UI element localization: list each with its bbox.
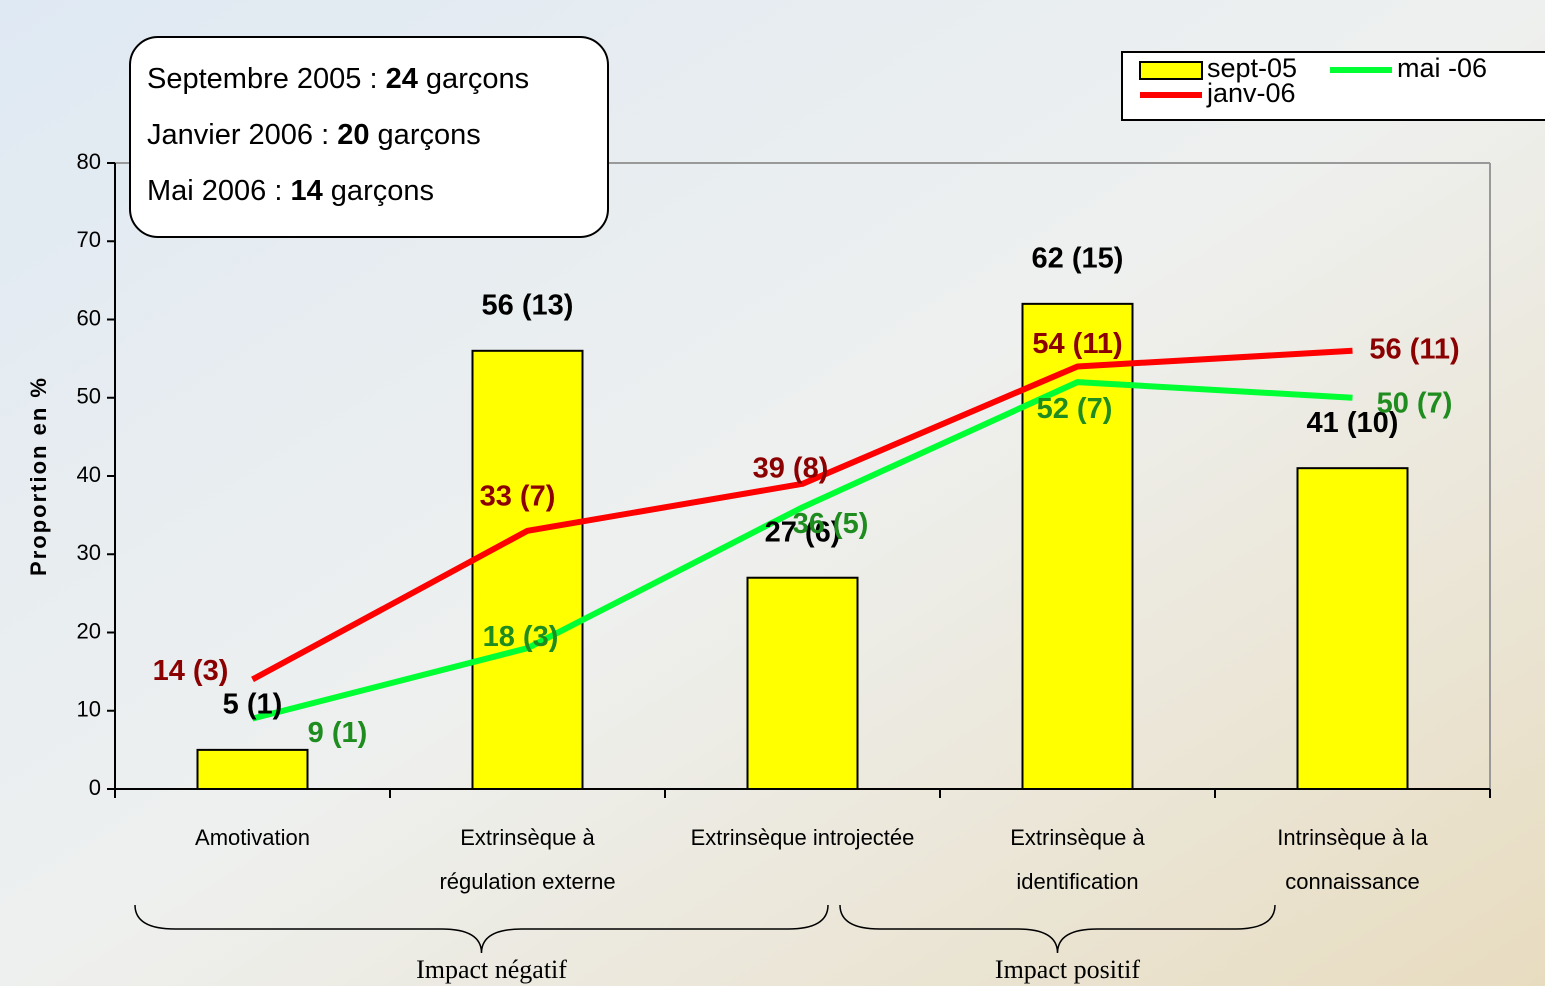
info-part: garçons	[418, 63, 529, 95]
info-part: Septembre 2005 :	[147, 63, 386, 95]
info-box	[129, 36, 609, 238]
data-label: 54 (11)	[1032, 328, 1122, 360]
y-tick-label: 20	[77, 618, 101, 643]
info-part: Janvier 2006 :	[147, 119, 337, 151]
data-label: 62 (15)	[1032, 243, 1124, 275]
group-brace	[839, 904, 1276, 954]
info-part: Mai 2006 :	[147, 175, 290, 207]
line	[251, 347, 1353, 683]
info-part: 20	[337, 119, 369, 151]
data-label: 33 (7)	[480, 480, 556, 512]
y-tick-label: 50	[77, 384, 101, 409]
x-tick-label: Amotivation	[195, 825, 310, 850]
data-label: 39 (8)	[753, 452, 829, 484]
data-label: 36 (5)	[793, 508, 869, 540]
legend-label: sept-05	[1207, 53, 1297, 83]
x-tick-label: Extrinsèque à régulation externe	[439, 825, 615, 894]
group-brace	[134, 904, 829, 954]
y-tick-label: 0	[89, 775, 101, 800]
bar	[196, 748, 309, 790]
x-tick-label: Extrinsèque introjectée	[691, 825, 915, 850]
group-label: Impact positif	[995, 955, 1140, 984]
bar	[746, 576, 859, 790]
bar	[1021, 302, 1134, 790]
legend-label: janv-06	[1206, 78, 1296, 108]
data-label: 18 (3)	[483, 621, 559, 653]
y-tick-label: 80	[77, 149, 101, 174]
legend-swatch	[1139, 61, 1203, 80]
y-tick-label: 40	[77, 462, 101, 487]
info-text: Septembre 2005 : 24 garçons	[147, 63, 529, 95]
bar	[471, 349, 584, 790]
y-tick-label: 60	[77, 305, 101, 330]
data-label: 56 (13)	[482, 289, 574, 321]
data-label: 5 (1)	[223, 689, 283, 721]
info-part: 24	[386, 63, 418, 95]
data-label: 50 (7)	[1377, 387, 1453, 419]
group-label: Impact négatif	[416, 955, 567, 984]
data-label: 27 (6)	[765, 516, 841, 548]
line	[251, 379, 1353, 722]
data-label: 56 (11)	[1369, 333, 1459, 365]
y-tick-label: 10	[77, 697, 101, 722]
bar	[1296, 467, 1409, 790]
info-text: Mai 2006 : 14 garçons	[147, 175, 434, 207]
legend-label: mai -06	[1397, 53, 1487, 83]
y-tick-label: 70	[77, 227, 101, 252]
info-part: 14	[290, 175, 322, 207]
info-part: garçons	[370, 119, 481, 151]
data-label: 41 (10)	[1307, 407, 1399, 439]
x-tick-label: Extrinsèque à identification	[1010, 825, 1145, 894]
x-tick-label: Intrinsèque à la connaissance	[1277, 825, 1428, 894]
y-axis-label: Proportion en %	[26, 376, 51, 576]
data-label: 9 (1)	[308, 717, 368, 749]
info-text: Janvier 2006 : 20 garçons	[147, 119, 481, 151]
info-part: garçons	[323, 175, 434, 207]
y-tick-label: 30	[77, 540, 101, 565]
data-label: 52 (7)	[1037, 393, 1113, 425]
data-label: 14 (3)	[153, 655, 229, 687]
